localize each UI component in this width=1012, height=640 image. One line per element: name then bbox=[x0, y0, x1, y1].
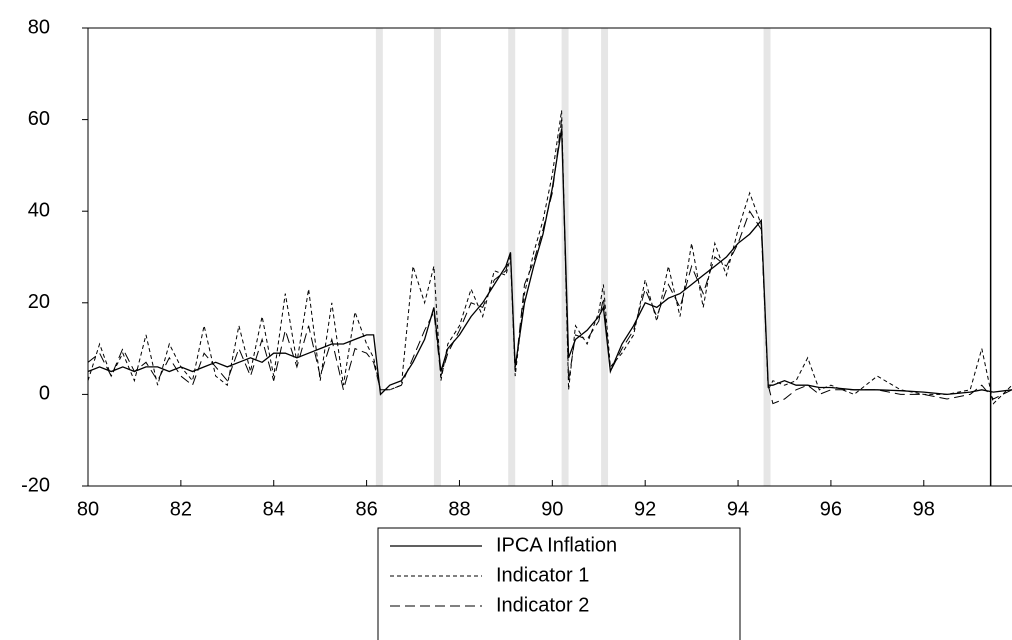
series-line bbox=[87, 128, 1012, 396]
shaded-band bbox=[433, 28, 441, 486]
legend-label: IPCA Inflation bbox=[496, 534, 617, 556]
series-line bbox=[87, 119, 1012, 405]
x-tick-label: 80 bbox=[77, 498, 99, 520]
x-tick-label: 86 bbox=[355, 498, 377, 520]
x-tick-label: 96 bbox=[820, 498, 842, 520]
x-tick-label: 88 bbox=[448, 498, 470, 520]
legend-label: Indicator 1 bbox=[496, 564, 589, 586]
shaded-band bbox=[375, 28, 383, 486]
shaded-band bbox=[763, 28, 771, 486]
x-tick-label: 92 bbox=[634, 498, 656, 520]
series-line bbox=[87, 110, 1012, 405]
y-tick-label: 0 bbox=[39, 383, 50, 405]
x-tick-label: 94 bbox=[727, 498, 749, 520]
y-tick-label: 80 bbox=[28, 16, 50, 38]
x-tick-label: 90 bbox=[541, 498, 563, 520]
y-tick-label: 60 bbox=[28, 108, 50, 130]
y-tick-label: 20 bbox=[28, 291, 50, 313]
y-tick-label: 40 bbox=[28, 199, 50, 221]
legend-label: Indicator 2 bbox=[496, 594, 589, 616]
legend-box bbox=[377, 527, 741, 640]
shaded-band bbox=[508, 28, 516, 486]
x-tick-label: 98 bbox=[913, 498, 935, 520]
x-tick-label: 84 bbox=[263, 498, 285, 520]
x-tick-label: 82 bbox=[170, 498, 192, 520]
shaded-band bbox=[601, 28, 609, 486]
y-tick-label: -20 bbox=[21, 474, 50, 496]
